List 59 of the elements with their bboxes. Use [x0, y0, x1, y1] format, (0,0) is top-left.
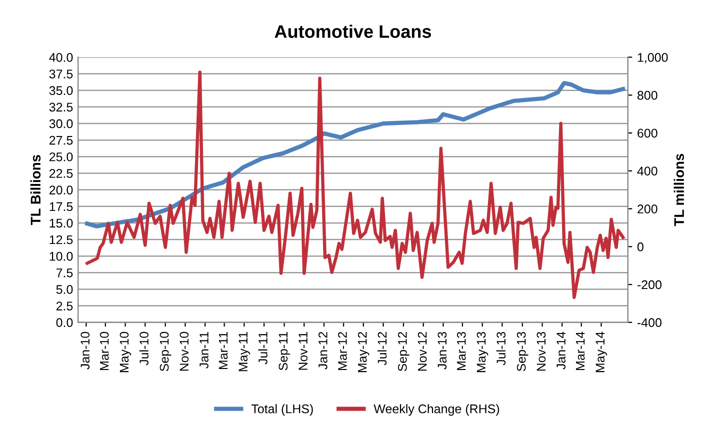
legend-label: Weekly Change (RHS)	[374, 404, 500, 416]
x-tick-label: Jan-12	[318, 332, 328, 370]
y-tick-label: 25.0	[49, 152, 73, 162]
y2-axis-title: TL millions	[674, 154, 684, 226]
chart-title: Automotive Loans	[274, 24, 431, 38]
y-tick-label: 40.0	[49, 53, 73, 62]
y-tick-label: 5.0	[56, 285, 73, 294]
x-tick-label: Nov-12	[418, 332, 427, 371]
x-tick-label: May-11	[238, 332, 250, 372]
legend-label: Total (LHS)	[251, 404, 313, 416]
y-tick-label: 30.0	[49, 119, 73, 128]
x-tick-label: Jan-13	[438, 332, 447, 370]
y-tick-label: 20.0	[49, 186, 73, 194]
y-tick-label: 32.5	[49, 102, 73, 112]
x-tick-label: Jul-13	[496, 332, 506, 366]
y-tick-label: 0.0	[56, 318, 73, 328]
x-tick-label: Sep-13	[516, 332, 528, 372]
x-tick-label: Jan-11	[200, 332, 208, 369]
y-tick-label: 10.0	[50, 252, 73, 261]
x-tick-label: Nov-13	[536, 332, 546, 371]
x-tick-label: Jul-11	[258, 332, 268, 364]
y2-tick-label: -400	[638, 318, 662, 328]
x-tick-label: Nov-10	[180, 332, 189, 371]
line-series	[86, 70, 625, 299]
x-tick-label: Jul-10	[139, 332, 149, 366]
x-tick-label: May-12	[358, 332, 370, 372]
x-tick-label: Mar-11	[218, 332, 228, 370]
y-tick-label: 22.5	[49, 169, 73, 178]
y-tick-label: 7.5	[56, 268, 73, 278]
x-tick-label: Sep-12	[398, 332, 410, 372]
x-tick-label: Mar-14	[576, 332, 585, 370]
x-tick-label: Mar-13	[456, 332, 466, 370]
x-tick-label: Jan-10	[80, 332, 90, 370]
x-tick-label: May-13	[476, 332, 488, 372]
y-tick-label: 35.0	[49, 86, 73, 96]
y-tick-label: 27.5	[49, 136, 73, 145]
x-tick-label: May-10	[120, 332, 132, 372]
y2-tick-label: 800	[638, 90, 658, 100]
x-tick-label: Mar-12	[338, 332, 347, 370]
x-tick-label: Mar-10	[100, 332, 109, 370]
x-tick-label: Sep-11	[278, 332, 290, 370]
x-tick-label: Jan-14	[556, 332, 566, 370]
y2-tick-label: -200	[638, 280, 662, 290]
y-tick-label: 37.5	[49, 70, 73, 78]
y2-tick-label: 0	[637, 242, 644, 252]
y2-tick-label: 1,000	[638, 53, 668, 64]
y-tick-label: 15.0	[50, 218, 73, 228]
x-tick-label: May-14	[596, 332, 608, 372]
y-tick-label: 17.5	[50, 202, 73, 212]
x-tick-label: Jul-12	[377, 332, 387, 366]
x-tick-label: Sep-10	[160, 332, 172, 372]
y-tick-label: 2.5	[56, 302, 73, 310]
y-axis-title: TL Billions	[30, 155, 41, 226]
line-series	[85, 80, 626, 228]
y-tick-label: 12.5	[50, 235, 73, 244]
y2-tick-label: 200	[638, 204, 658, 214]
y2-tick-label: 400	[637, 166, 658, 176]
y2-tick-label: 600	[638, 128, 658, 138]
x-tick-label: Nov-11	[298, 332, 308, 370]
